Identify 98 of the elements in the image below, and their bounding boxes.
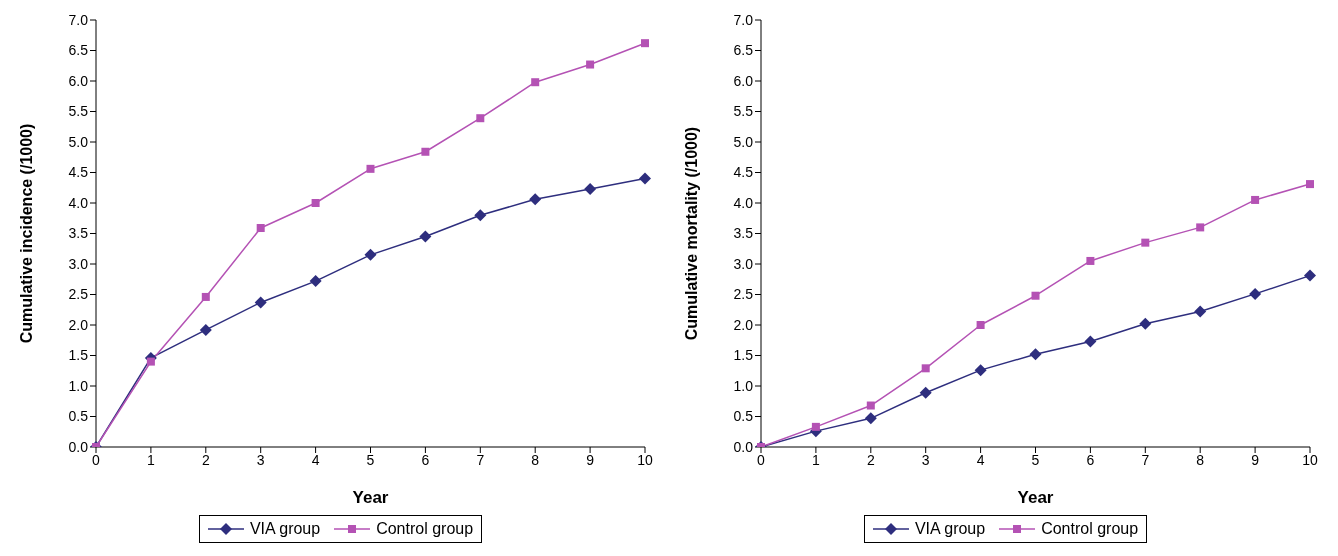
y-tick-label: 5.5 [733,103,754,120]
x-tick-label: 1 [147,451,155,468]
y-axis-title: Cumulative mortality (/1000) [682,126,700,341]
x-tick-label: 2 [201,451,210,468]
x-tick-label: 1 [812,451,820,468]
x-tick-label: 9 [586,451,595,468]
y-tick-label: 2.5 [733,286,754,303]
point [921,364,930,373]
y-tick-label: 0.0 [733,438,754,455]
x-tick-label: 0 [92,451,101,468]
point [146,357,155,366]
point [586,60,595,69]
y-tick-label: 4.5 [733,164,754,181]
y-tick-label: 2.0 [733,316,754,333]
x-tick-label: 5 [366,451,375,468]
y-tick-label: 4.5 [68,164,89,181]
x-tick-label: 5 [1031,451,1040,468]
point [1251,195,1260,204]
y-tick-label: 1.0 [733,377,754,394]
point [529,193,542,206]
point [474,209,487,222]
point [1029,348,1042,361]
point [419,230,432,243]
point [641,39,649,48]
point [976,321,985,329]
point [1194,305,1207,318]
y-tick-label: 0.5 [68,408,89,425]
x-tick-label: 10 [637,451,653,468]
y-tick-label: 3.0 [733,255,754,272]
point [1141,238,1150,247]
x-axis-title: Year [352,488,389,507]
y-tick-label: 1.0 [68,377,89,394]
y-tick-label: 5.0 [68,133,89,150]
y-tick-label: 7.0 [733,11,754,28]
y-tick-label: 2.5 [68,286,89,303]
y-tick-label: 1.5 [733,347,754,364]
point [201,292,210,301]
y-tick-label: 2.0 [68,316,89,333]
point [254,296,267,309]
point [366,164,375,173]
legend-label: VIA group [913,520,986,538]
point [1249,287,1262,300]
point [421,147,430,156]
y-tick-label: 3.5 [68,225,89,242]
y-tick-label: 6.5 [733,42,754,59]
x-tick-label: 9 [1251,451,1260,468]
x-tick-label: 4 [976,451,985,468]
x-tick-label: 8 [531,451,540,468]
point [531,78,540,87]
point [199,323,212,336]
y-tick-label: 6.0 [733,72,754,89]
x-tick-label: 6 [1086,451,1095,468]
point [1196,223,1205,232]
point [919,386,932,399]
y-tick-label: 4.0 [733,194,754,211]
point [256,224,265,233]
x-tick-label: 6 [421,451,430,468]
point [1306,180,1314,189]
point [866,401,875,410]
x-tick-label: 8 [1196,451,1205,468]
legend-label: VIA group [248,520,321,538]
point [1031,291,1040,300]
x-tick-label: 7 [476,451,485,468]
y-tick-label: 3.5 [733,225,754,242]
y-tick-label: 7.0 [68,11,89,28]
x-tick-label: 10 [1302,451,1318,468]
x-tick-label: 7 [1141,451,1150,468]
y-tick-label: 3.0 [68,255,89,272]
x-tick-label: 4 [311,451,320,468]
y-tick-label: 5.5 [68,103,89,120]
y-tick-label: 6.5 [68,42,89,59]
x-tick-label: 3 [921,451,930,468]
y-tick-label: 0.0 [68,438,89,455]
x-tick-label: 3 [256,451,265,468]
point [974,364,987,377]
y-tick-label: 1.5 [68,347,89,364]
point [639,172,651,185]
point [584,182,597,195]
y-tick-label: 0.5 [733,408,754,425]
point [1086,256,1095,265]
point [364,248,377,261]
point [309,275,322,288]
y-axis-title: Cumulative incidence (/1000) [17,123,35,344]
point [811,422,820,431]
y-tick-label: 4.0 [68,194,89,211]
x-tick-label: 0 [757,451,766,468]
y-tick-label: 5.0 [733,133,754,150]
point [1304,269,1316,282]
point [476,114,485,123]
point [1084,335,1097,348]
point [864,412,877,425]
legend-label: Control group [375,520,474,538]
point [1139,317,1152,330]
legend-label: Control group [1040,520,1139,538]
y-tick-label: 6.0 [68,72,89,89]
point [311,199,320,207]
x-tick-label: 2 [866,451,875,468]
x-axis-title: Year [1017,488,1054,507]
